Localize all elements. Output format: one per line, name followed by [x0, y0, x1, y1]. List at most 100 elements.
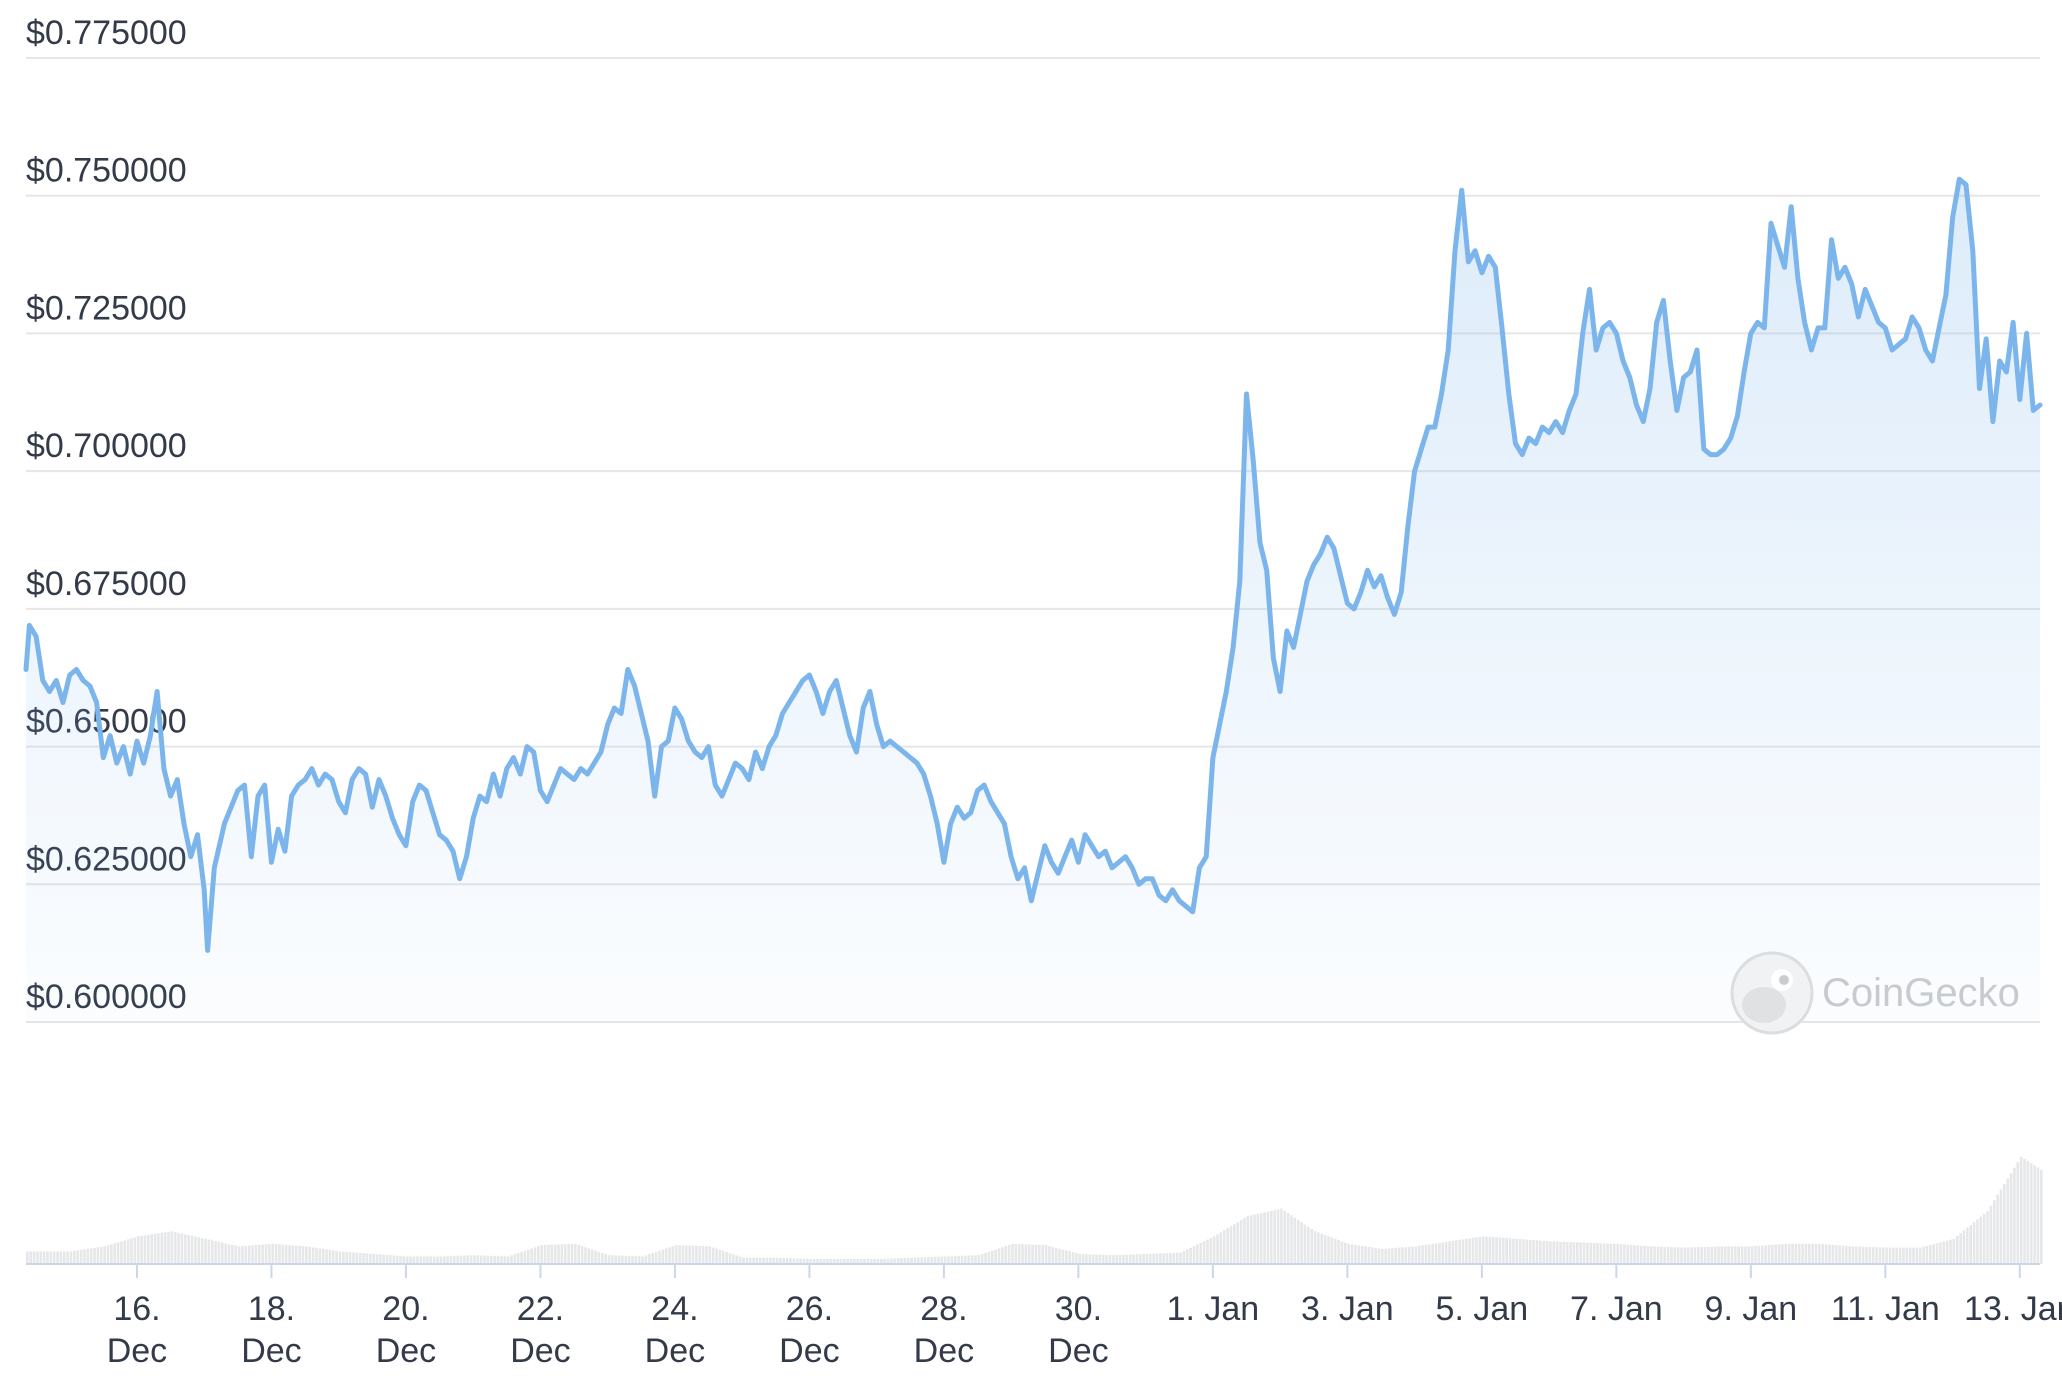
volume-bar [1579, 1242, 1582, 1264]
volume-bar [1122, 1254, 1125, 1264]
volume-bar [1461, 1239, 1465, 1264]
volume-bar [1697, 1247, 1700, 1264]
volume-bar [1108, 1255, 1112, 1264]
volume-bar [661, 1249, 665, 1264]
volume-bar [755, 1257, 759, 1264]
volume-bar [738, 1256, 742, 1264]
x-tick-label: 28. [920, 1290, 967, 1328]
volume-bar [1434, 1243, 1438, 1264]
volume-bar [224, 1243, 227, 1264]
volume-bar [200, 1238, 204, 1264]
volume-bar [140, 1235, 143, 1264]
volume-bar [1327, 1236, 1330, 1264]
x-tick-label-month: Dec [914, 1332, 974, 1370]
volume-bar [1723, 1246, 1727, 1264]
volume-bar [839, 1258, 843, 1264]
volume-bar [1945, 1240, 1949, 1264]
volume-bar [1915, 1247, 1919, 1264]
volume-bar [1760, 1245, 1764, 1264]
volume-bar [1075, 1253, 1078, 1264]
volume-bar [802, 1258, 806, 1264]
volume-bar [698, 1245, 702, 1264]
volume-bar [856, 1258, 860, 1264]
volume-bar [513, 1254, 517, 1264]
volume-bar [446, 1256, 449, 1264]
volume-bar [1814, 1243, 1818, 1264]
volume-bar [1199, 1242, 1203, 1264]
volume-bar [46, 1251, 49, 1264]
volume-bar [1364, 1246, 1367, 1264]
volume-bar [627, 1255, 631, 1264]
volume-bar [1908, 1247, 1912, 1264]
volume-bar [1179, 1252, 1182, 1264]
volume-bar [1165, 1253, 1169, 1264]
volume-bar [2006, 1178, 2009, 1264]
volume-bar [456, 1255, 459, 1264]
volume-bar [688, 1245, 691, 1264]
volume-bar [73, 1250, 76, 1264]
volume-bar [816, 1258, 819, 1264]
volume-bar [624, 1255, 628, 1264]
volume-bar [853, 1258, 856, 1264]
volume-bar [1246, 1216, 1250, 1264]
volume-bar [1417, 1245, 1421, 1264]
volume-bar [1182, 1251, 1186, 1264]
volume-bar [1656, 1246, 1660, 1264]
volume-bar [2009, 1173, 2013, 1264]
volume-bar [953, 1256, 957, 1264]
volume-bar [910, 1257, 913, 1264]
volume-bar [795, 1258, 799, 1264]
volume-bar [1229, 1226, 1233, 1264]
volume-bar [150, 1234, 154, 1264]
volume-bar [785, 1258, 789, 1264]
volume-bar [782, 1257, 786, 1264]
volume-bar [1159, 1253, 1162, 1264]
volume-bar [644, 1255, 648, 1264]
volume-bar [1488, 1236, 1492, 1264]
volume-bar [637, 1256, 641, 1264]
volume-bar [1552, 1241, 1556, 1264]
volume-bar [1969, 1224, 1972, 1264]
volume-bar [1670, 1247, 1673, 1264]
volume-bar [1105, 1254, 1108, 1264]
volume-bar [537, 1246, 540, 1264]
volume-bar [510, 1255, 513, 1264]
volume-bar [163, 1232, 167, 1264]
volume-bar [1791, 1243, 1794, 1264]
volume-bar [1834, 1245, 1838, 1264]
volume-bar [66, 1251, 69, 1264]
volume-bar [1643, 1245, 1646, 1264]
volume-bar [362, 1253, 365, 1264]
volume-bar [1626, 1244, 1630, 1264]
volume-bar [268, 1244, 271, 1264]
volume-bar [1619, 1244, 1623, 1264]
volume-bar [147, 1234, 150, 1264]
volume-bar [1892, 1247, 1895, 1264]
volume-bar [1444, 1241, 1448, 1264]
volume-bar [1663, 1246, 1667, 1264]
volume-bar [880, 1258, 883, 1264]
volume-bar [382, 1254, 386, 1264]
volume-bar [2023, 1159, 2026, 1264]
volume-bar [26, 1251, 29, 1264]
volume-bar [1925, 1245, 1929, 1264]
volume-bar [429, 1256, 433, 1264]
volume-bar [1337, 1240, 1340, 1264]
volume-bar [1448, 1241, 1451, 1264]
volume-bar [832, 1258, 836, 1264]
volume-bar [197, 1237, 201, 1264]
volume-bar [76, 1250, 80, 1264]
volume-bar [1038, 1244, 1041, 1264]
volume-bar [1098, 1254, 1102, 1264]
volume-bar [1848, 1246, 1851, 1264]
volume-bar [1952, 1238, 1956, 1264]
volume-bar [254, 1245, 258, 1264]
volume-bar [1323, 1235, 1327, 1264]
volume-bar [896, 1258, 900, 1264]
volume-bar [1266, 1211, 1270, 1264]
volume-bar [765, 1257, 769, 1264]
volume-bars [26, 1156, 2043, 1264]
volume-bar [1007, 1244, 1011, 1264]
volume-bar [1078, 1253, 1081, 1264]
volume-bar [1784, 1243, 1788, 1264]
